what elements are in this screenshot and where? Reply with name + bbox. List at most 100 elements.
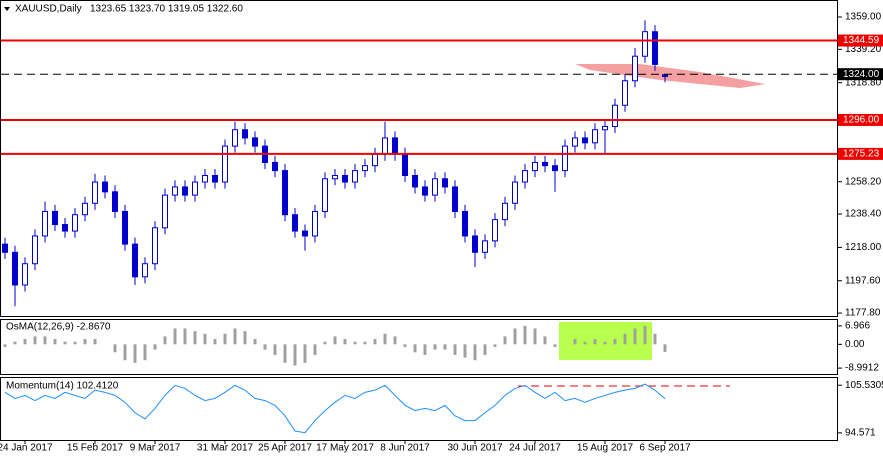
candle-body bbox=[492, 219, 498, 242]
candle-body bbox=[622, 80, 628, 106]
candle-body bbox=[22, 263, 28, 286]
candle-body bbox=[302, 230, 308, 237]
momentum-panel bbox=[0, 377, 838, 441]
price-level-box bbox=[838, 113, 883, 126]
candle-body bbox=[372, 153, 378, 167]
candle-body bbox=[402, 153, 408, 177]
y-tick-label: -8.9912 bbox=[845, 363, 879, 374]
y-tick-label: 1318.80 bbox=[845, 77, 882, 88]
candle-body bbox=[72, 214, 78, 232]
candle-body bbox=[182, 186, 188, 196]
candle-body bbox=[312, 210, 318, 237]
candle-body bbox=[542, 161, 548, 167]
candle-body bbox=[192, 181, 198, 196]
candle-body bbox=[92, 181, 98, 204]
candle-body bbox=[52, 210, 58, 226]
candle-body bbox=[292, 214, 298, 232]
symbol-title: XAUUSD,Daily bbox=[15, 4, 82, 15]
main-panel bbox=[0, 0, 838, 317]
candle-body bbox=[242, 129, 248, 139]
momentum-line bbox=[4, 383, 666, 434]
y-tick-label: 105.5305 bbox=[845, 380, 883, 391]
y-tick-label: 1197.60 bbox=[845, 275, 881, 286]
candle-body bbox=[512, 181, 518, 204]
candle-body bbox=[652, 31, 658, 65]
y-tick-label: 1177.80 bbox=[845, 308, 881, 319]
y-tick-label: 6.966 bbox=[845, 321, 870, 332]
x-tick-label: 8 Jun 2017 bbox=[380, 443, 430, 454]
candle-body bbox=[142, 263, 148, 278]
candle-body bbox=[632, 55, 638, 82]
candle-body bbox=[62, 224, 68, 232]
y-tick-label: 1359.00 bbox=[845, 12, 882, 23]
price-level-label: 1344.59 bbox=[843, 35, 880, 46]
y-tick-label: 1238.40 bbox=[845, 209, 882, 220]
price-level-label: 1324.00 bbox=[843, 69, 880, 80]
candle-body bbox=[272, 161, 278, 172]
candle-body bbox=[42, 210, 48, 237]
candle-body bbox=[212, 175, 218, 183]
price-level-box bbox=[838, 68, 883, 81]
candle-body bbox=[362, 165, 368, 172]
price-level-box bbox=[838, 34, 883, 47]
candle-body bbox=[102, 181, 108, 193]
candle-body bbox=[252, 137, 258, 147]
candle-body bbox=[452, 186, 458, 212]
candle-body bbox=[482, 240, 488, 253]
candle-body bbox=[562, 145, 568, 172]
candle-body bbox=[332, 175, 338, 180]
candle-body bbox=[172, 186, 178, 196]
candle-body bbox=[462, 210, 468, 237]
y-tick-label: 1218.00 bbox=[845, 242, 882, 253]
candle-body bbox=[532, 161, 538, 172]
candle-body bbox=[152, 227, 158, 265]
x-tick-label: 24 Jul 2017 bbox=[509, 443, 561, 454]
x-tick-label: 15 Aug 2017 bbox=[577, 443, 634, 454]
candle-body bbox=[82, 202, 88, 216]
candle-body bbox=[282, 170, 288, 216]
candle-body bbox=[552, 165, 558, 172]
menu-arrow bbox=[4, 7, 10, 11]
candle-body bbox=[122, 210, 128, 245]
osma-title: OsMA(12,26,9) -2.8670 bbox=[6, 322, 111, 333]
candle-body bbox=[422, 186, 428, 196]
x-tick-label: 24 Jan 2017 bbox=[0, 443, 53, 454]
candle-body bbox=[602, 125, 608, 131]
y-tick-label: 94.571 bbox=[845, 428, 876, 439]
candle-body bbox=[522, 170, 528, 183]
candle-body bbox=[342, 175, 348, 183]
candle-body bbox=[352, 170, 358, 183]
y-tick-label: 1258.20 bbox=[845, 176, 882, 187]
candle-body bbox=[612, 104, 618, 127]
candle-body bbox=[132, 243, 138, 278]
x-tick-label: 17 May 2017 bbox=[316, 443, 374, 454]
x-tick-label: 6 Sep 2017 bbox=[639, 443, 691, 454]
price-level-label: 1275.23 bbox=[843, 149, 880, 160]
candle-body bbox=[32, 235, 38, 265]
candle-body bbox=[412, 175, 418, 188]
x-tick-label: 9 Mar 2017 bbox=[130, 443, 181, 454]
candle-body bbox=[642, 31, 648, 57]
y-tick-label: 0.00 bbox=[845, 339, 865, 350]
channel-shape bbox=[575, 64, 765, 88]
candle-body bbox=[472, 235, 478, 253]
price-level-label: 1296.00 bbox=[843, 115, 880, 126]
x-tick-label: 31 Mar 2017 bbox=[197, 443, 254, 454]
candle-body bbox=[392, 137, 398, 155]
candle-body bbox=[322, 178, 328, 212]
candle-body bbox=[382, 137, 388, 155]
candle-body bbox=[582, 137, 588, 144]
x-tick-label: 15 Feb 2017 bbox=[67, 443, 124, 454]
ohlc-header: 1323.65 1323.70 1319.05 1322.60 bbox=[90, 4, 243, 15]
momentum-title: Momentum(14) 102.4120 bbox=[6, 381, 119, 392]
osma-panel bbox=[0, 319, 838, 375]
candle-body bbox=[592, 129, 598, 144]
candle-body bbox=[202, 175, 208, 183]
candle-body bbox=[662, 74, 668, 77]
candle-body bbox=[162, 194, 168, 229]
candle-body bbox=[572, 137, 578, 147]
candle-body bbox=[112, 191, 118, 212]
candle-body bbox=[222, 145, 228, 183]
candle-body bbox=[12, 251, 18, 286]
highlight-box bbox=[559, 322, 652, 360]
